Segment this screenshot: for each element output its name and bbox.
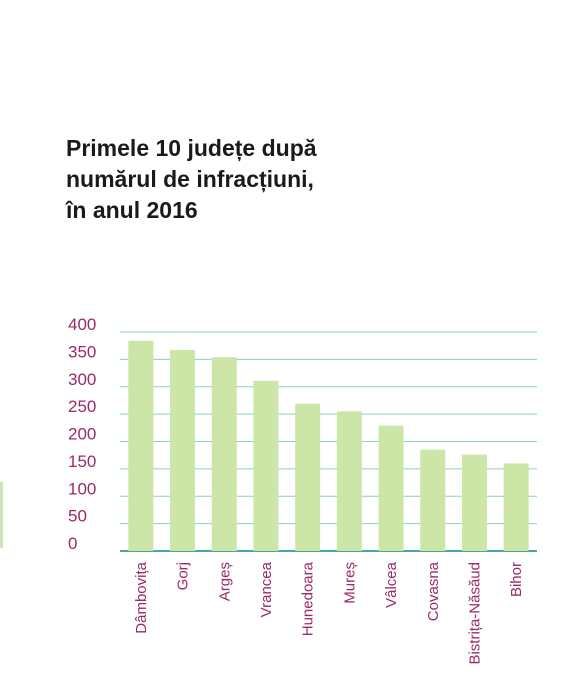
- x-tick-label: Gorj: [175, 562, 192, 590]
- bar: [378, 425, 404, 551]
- x-tick-label: Hunedoara: [300, 561, 317, 636]
- x-tick-label: Dâmbovița: [133, 561, 150, 633]
- x-tick-label: Mureș: [341, 562, 358, 604]
- bar: [211, 357, 237, 551]
- bar: [253, 380, 279, 551]
- bar: [461, 454, 487, 551]
- decorative-edge-bar: [0, 482, 3, 548]
- x-axis: Dâmbovița Gorj Argeș Vrancea Hunedoara Mureș V…: [133, 561, 525, 664]
- y-tick-label: 0: [68, 534, 77, 553]
- chart-title-line-1: Primele 10 județe după: [66, 135, 317, 161]
- bar: [503, 463, 529, 551]
- bar: [170, 350, 196, 551]
- x-tick-label: Bihor: [508, 562, 525, 597]
- x-tick-label: Vâlcea: [383, 561, 400, 608]
- bar: [295, 403, 321, 551]
- bar: [336, 411, 362, 551]
- x-tick-label: Argeș: [216, 562, 233, 601]
- x-tick-label: Bistrița-Năsăud: [466, 562, 483, 665]
- chart-title: Primele 10 județe după numărul de infrac…: [66, 133, 426, 226]
- y-tick-label: 400: [68, 315, 96, 334]
- y-tick-label: 350: [68, 342, 96, 361]
- bar: [128, 340, 154, 551]
- x-tick-label: Covasna: [425, 561, 442, 621]
- bar: [420, 449, 446, 551]
- x-tick-label: Vrancea: [258, 561, 275, 617]
- y-tick-label: 300: [68, 370, 96, 389]
- y-tick-label: 100: [68, 479, 96, 498]
- y-tick-label: 250: [68, 397, 96, 416]
- y-axis: 0 50 100 150 200 250 300 350 400: [68, 315, 96, 553]
- bars: [128, 340, 529, 551]
- chart-title-line-3: în anul 2016: [66, 197, 198, 223]
- chart-title-line-2: numărul de infracțiuni,: [66, 166, 314, 192]
- y-tick-label: 50: [68, 507, 87, 526]
- y-tick-label: 150: [68, 452, 96, 471]
- y-tick-label: 200: [68, 425, 96, 444]
